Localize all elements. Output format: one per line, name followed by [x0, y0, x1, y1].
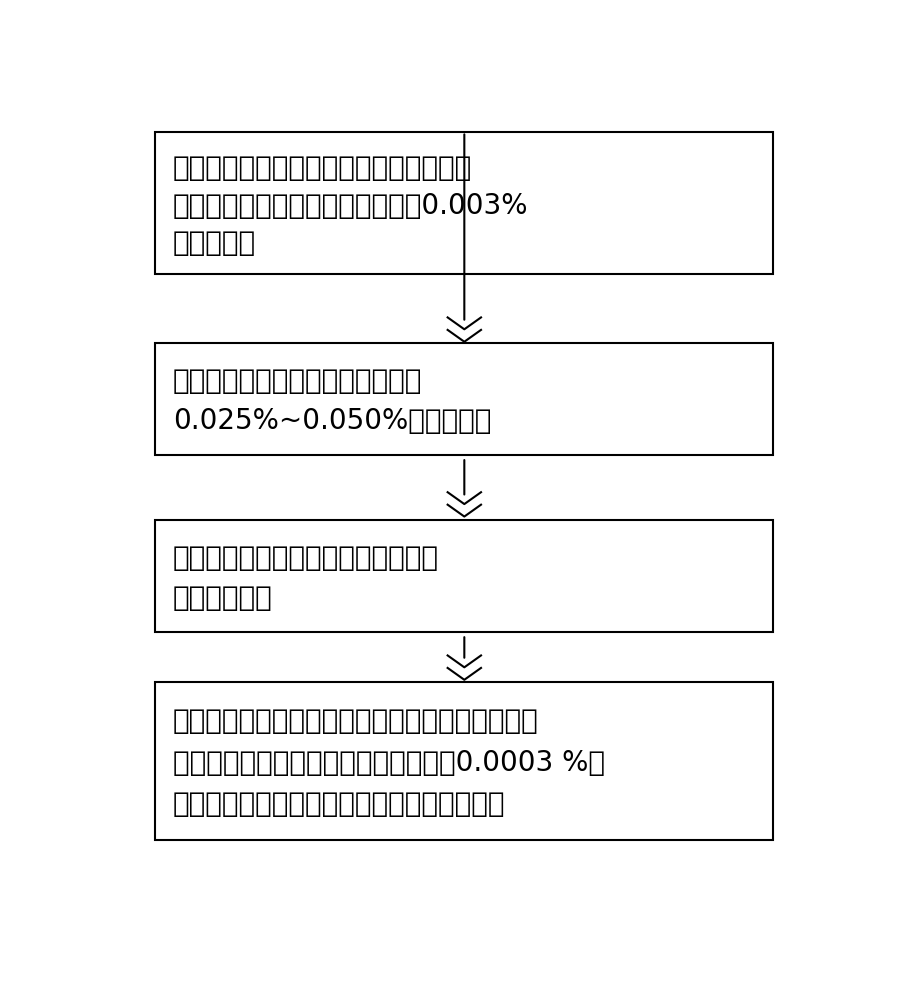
Text: 量百分比计，获得硫含量小于等于0.003%: 量百分比计，获得硫含量小于等于0.003%: [173, 192, 528, 220]
Text: 将第一钢水经过真空精炼炉进行精炼: 将第一钢水经过真空精炼炉进行精炼: [173, 544, 439, 572]
Bar: [156, 132, 773, 274]
Text: 过程中控制第二钢水的增碳量小于等于0.0003 %，: 过程中控制第二钢水的增碳量小于等于0.0003 %，: [173, 749, 605, 777]
Bar: [156, 343, 773, 455]
Text: 将铁水依次进行预脱硫和扒渣处理，以质: 将铁水依次进行预脱硫和扒渣处理，以质: [173, 154, 472, 182]
Text: 0.025%~0.050%的第一钢水: 0.025%~0.050%的第一钢水: [173, 407, 491, 435]
Text: 将第二钢水送往连铸工序并注入无碳中间包，连铸: 将第二钢水送往连铸工序并注入无碳中间包，连铸: [173, 707, 539, 735]
Text: 的第一铁水: 的第一铁水: [173, 229, 256, 257]
Text: 获得第二钢水: 获得第二钢水: [173, 584, 273, 612]
Bar: [156, 682, 773, 840]
Text: 将第一铁水经过冶炼获得碳含量为: 将第一铁水经过冶炼获得碳含量为: [173, 367, 422, 395]
Text: 通过浇铸第二钢水获得超低碳烘烤硬化钢板坯: 通过浇铸第二钢水获得超低碳烘烤硬化钢板坯: [173, 790, 506, 818]
Bar: [156, 520, 773, 632]
